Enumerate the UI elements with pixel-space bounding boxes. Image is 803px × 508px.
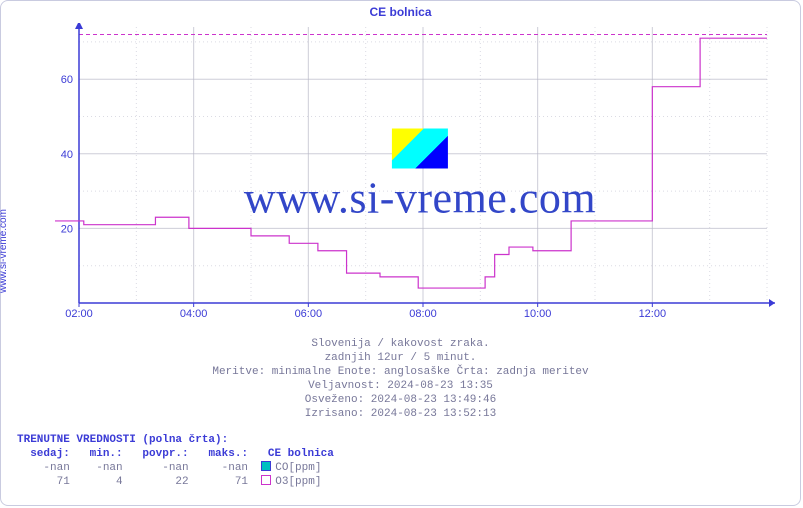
svg-text:06:00: 06:00 bbox=[295, 308, 323, 320]
svg-text:04:00: 04:00 bbox=[180, 308, 208, 320]
chart-title: CE bolnica bbox=[1, 1, 800, 19]
legend-swatch-icon bbox=[261, 461, 271, 471]
yaxis-side-label: www.si-vreme.com bbox=[0, 209, 9, 293]
footer-line: zadnjih 12ur / 5 minut. bbox=[1, 351, 800, 365]
svg-text:02:00: 02:00 bbox=[65, 308, 93, 320]
plot-area: 20406002:0004:0006:0008:0010:0012:00 www… bbox=[55, 23, 785, 329]
chart-svg: 20 40 60 02:00 04:00 06:00 08:00 10:00 12:00 bbox=[55, 23, 785, 329]
footer-line: Meritve: minimalne Enote: anglosaške Črt… bbox=[1, 365, 800, 379]
legend-header: TRENUTNE VREDNOSTI (polna črta): bbox=[17, 434, 228, 446]
footer-line: Osveženo: 2024-08-23 13:49:46 bbox=[1, 393, 800, 407]
svg-text:10:00: 10:00 bbox=[524, 308, 552, 320]
svg-text:12:00: 12:00 bbox=[639, 308, 667, 320]
legend-swatch-icon bbox=[261, 475, 271, 485]
svg-text:40: 40 bbox=[61, 149, 73, 161]
footer-line: Slovenija / kakovost zraka. bbox=[1, 337, 800, 351]
legend: TRENUTNE VREDNOSTI (polna črta): sedaj: … bbox=[17, 433, 334, 489]
chart-card: www.si-vreme.com CE bolnica 20 40 60 02:00 0… bbox=[0, 0, 801, 506]
legend-row: -nan -nan -nan -nan CO[ppm] bbox=[17, 461, 334, 475]
footer-line: Izrisano: 2024-08-23 13:52:13 bbox=[1, 407, 800, 421]
legend-columns: sedaj: min.: povpr.: maks.: CE bolnica bbox=[17, 447, 334, 461]
svg-text:20: 20 bbox=[61, 223, 73, 235]
legend-row: 71 4 22 71 O3[ppm] bbox=[17, 475, 334, 489]
svg-text:60: 60 bbox=[61, 74, 73, 86]
footer-line: Veljavnost: 2024-08-23 13:35 bbox=[1, 379, 800, 393]
svg-text:08:00: 08:00 bbox=[409, 308, 437, 320]
chart-footer: Slovenija / kakovost zraka. zadnjih 12ur… bbox=[1, 337, 800, 421]
